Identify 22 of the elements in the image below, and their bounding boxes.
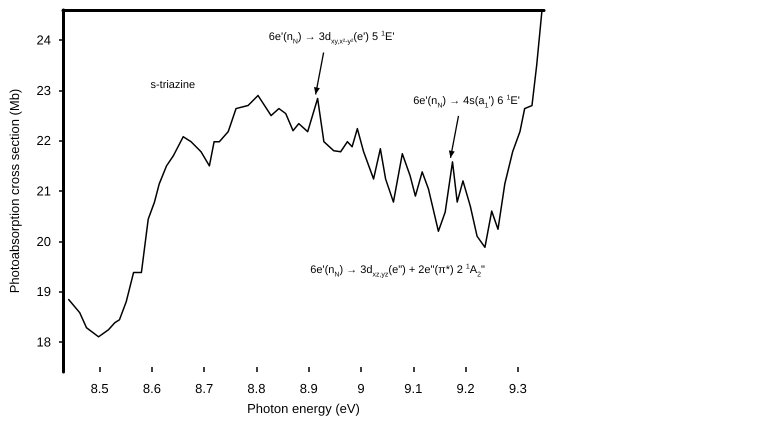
y-tick-label: 21 — [36, 184, 51, 198]
x-tick-label: 9.3 — [508, 381, 527, 396]
y-tick-label: 18 — [36, 334, 51, 350]
x-axis-title: Photon energy (eV) — [247, 401, 360, 416]
x-tick-label: 8.6 — [142, 381, 161, 396]
y-tick-label: 23 — [36, 82, 51, 98]
x-tick-label: 8.5 — [90, 381, 109, 396]
annotation: s-triazine — [150, 79, 196, 92]
annotation: 6e'(n$_{N}$) → 3d$_{xy,x²-y²}$(e') 5 $^{1}$E' — [268, 31, 394, 46]
y-tick-label: 24 — [36, 32, 51, 48]
x-tick-label: 8.9 — [300, 381, 318, 396]
x-tick-label: 8.7 — [195, 381, 214, 396]
x-tick-label: 8.8 — [247, 381, 266, 396]
x-tick-label: 9.2 — [456, 381, 475, 396]
y-tick-label: 20 — [36, 234, 51, 249]
text: 6e'(n$_{N}$) → 3d$_{xz,yz}$(e") + 2e"(π*) 2 $^{1}$A$_{2}$" — [310, 264, 485, 279]
y-axis-title: Photoabsorption cross section (Mb) — [7, 88, 22, 294]
y-tick-label: 22 — [36, 133, 51, 148]
y-tick-label: 19 — [36, 284, 51, 300]
x-tick-label: 9.1 — [404, 381, 422, 396]
annotation: 6e'(n$_{N}$) → 4s(a$_{1}$') 6 $^{1}$E' — [413, 94, 520, 110]
x-tick-label: 9 — [357, 381, 365, 396]
